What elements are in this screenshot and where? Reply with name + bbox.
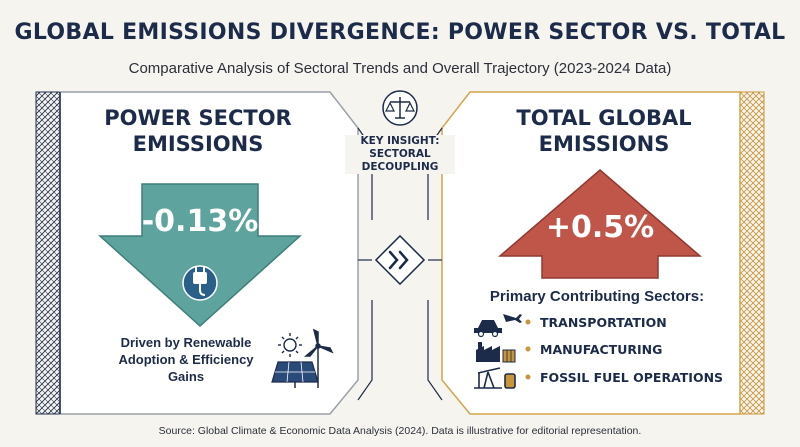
power-sector-value: -0.13% — [141, 204, 259, 239]
driver-line3: Gains — [167, 369, 205, 384]
left-panel-title-line2: EMISSIONS — [132, 132, 264, 156]
bullet-dot — [525, 374, 531, 380]
right-hatch-band — [739, 91, 765, 415]
balance-scale-icon — [382, 90, 418, 126]
page-title: GLOBAL EMISSIONS DIVERGENCE: POWER SECTO… — [14, 20, 786, 45]
insight-line2: SECTORAL — [369, 148, 431, 160]
right-panel-title-line2: EMISSIONS — [538, 132, 670, 156]
source-note: Source: Global Climate & Economic Data A… — [158, 425, 642, 437]
oil-pump-icon — [474, 367, 516, 389]
sector-manufacturing: MANUFACTURING — [540, 342, 663, 357]
key-insight-label: KEY INSIGHT: SECTORAL DECOUPLING — [345, 135, 455, 174]
sun-icon — [278, 333, 302, 357]
sector-transportation: TRANSPORTATION — [540, 315, 667, 330]
left-panel-driver-text: Driven by Renewable Adoption & Efficienc… — [96, 334, 276, 385]
down-arrow — [98, 183, 302, 328]
page-subtitle: Comparative Analysis of Sectoral Trends … — [128, 60, 672, 77]
insight-line1: KEY INSIGHT: — [360, 135, 440, 147]
double-chevron-icon — [388, 250, 409, 270]
left-panel-title-line1: POWER SECTOR — [104, 106, 292, 130]
right-panel-title-line1: TOTAL GLOBAL — [516, 106, 692, 130]
bullet-dot — [525, 346, 531, 352]
bullet-dot — [525, 319, 531, 325]
contributing-sectors-heading: Primary Contributing Sectors: — [489, 288, 705, 305]
driver-line2: Adoption & Efficiency — [118, 352, 254, 367]
total-emissions-value: +0.5% — [545, 210, 655, 245]
power-plug-icon — [182, 265, 218, 301]
sector-fossil-fuel-operations: FOSSIL FUEL OPERATIONS — [540, 370, 724, 385]
car-plane-icon — [474, 314, 522, 338]
center-diamond — [374, 234, 426, 286]
wind-turbine-icon — [303, 328, 334, 388]
left-hatch-band — [35, 91, 61, 415]
right-panel-title: TOTAL GLOBAL EMISSIONS — [466, 105, 742, 157]
factory-icon — [476, 342, 516, 363]
driver-line1: Driven by Renewable — [120, 335, 252, 350]
up-arrow — [497, 169, 703, 279]
left-panel-title: POWER SECTOR EMISSIONS — [60, 105, 336, 157]
insight-line3: DECOUPLING — [361, 161, 439, 173]
